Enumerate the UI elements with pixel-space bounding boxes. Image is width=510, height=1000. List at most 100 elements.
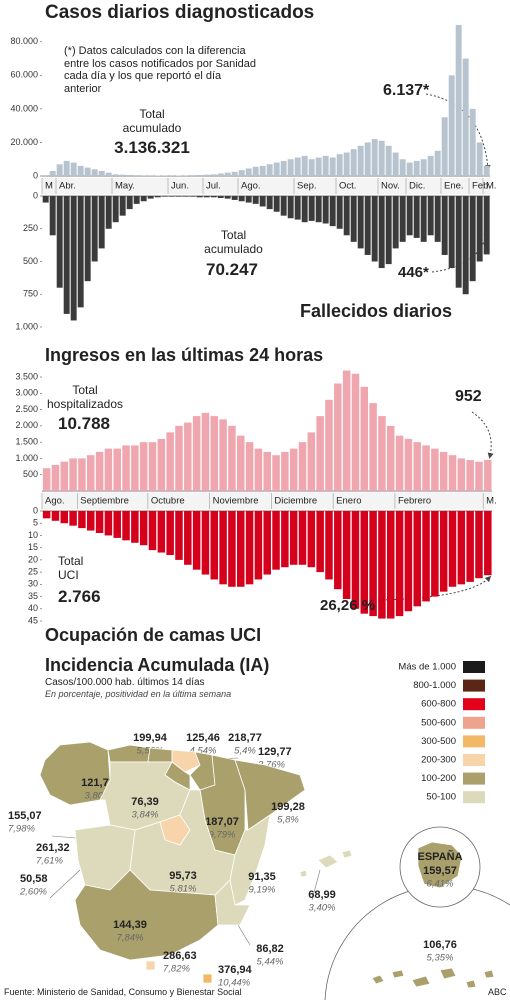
- bar: [351, 373, 360, 491]
- bar: [289, 448, 298, 491]
- bar: [192, 511, 201, 570]
- chart-title: Fallecidos diarios: [300, 301, 453, 321]
- bar: [392, 196, 399, 249]
- region-positivity: 5,4%: [234, 746, 256, 757]
- bar: [84, 167, 91, 176]
- bar: [395, 511, 404, 617]
- bar: [455, 196, 462, 288]
- bar: [147, 196, 154, 199]
- bar: [98, 196, 105, 249]
- bar: [254, 448, 263, 491]
- annotation: (*) Datos calculados con la diferencia e…: [64, 45, 257, 95]
- bar: [42, 196, 49, 203]
- bar: [87, 511, 95, 531]
- bar: [252, 196, 259, 204]
- bar: [104, 511, 113, 536]
- y-tick-label: 10: [28, 530, 38, 540]
- region-value: 86,82: [256, 943, 284, 955]
- region-shape: [229, 814, 271, 906]
- bar: [399, 196, 406, 242]
- bar: [42, 175, 49, 176]
- bar: [413, 160, 420, 176]
- x-tick-label: M.: [486, 496, 497, 507]
- bar: [462, 58, 469, 176]
- bar: [483, 196, 490, 255]
- bar: [336, 154, 343, 176]
- annotation: 3.136.321: [114, 138, 190, 157]
- bar: [336, 196, 343, 229]
- region-shape: [317, 854, 339, 869]
- bar: [316, 416, 324, 491]
- bar: [322, 155, 329, 176]
- bar: [307, 432, 316, 491]
- bar: [457, 458, 466, 491]
- region-positivity: 5,35%: [427, 953, 454, 964]
- bar: [334, 511, 342, 590]
- bar: [131, 511, 139, 543]
- bar: [182, 196, 189, 197]
- bar: [364, 196, 371, 255]
- bar: [113, 511, 121, 538]
- month-strip: [42, 493, 492, 509]
- bar: [448, 455, 457, 491]
- region-positivity: 3,84%: [132, 810, 159, 821]
- annotation: 446*: [398, 264, 429, 281]
- region-shape: [299, 869, 308, 878]
- bar: [263, 511, 271, 575]
- bar: [289, 511, 298, 565]
- annotation-arrow: [471, 411, 494, 459]
- annotation: 26,26 %: [320, 597, 376, 614]
- region-value: 121,73: [81, 777, 115, 789]
- legend-label: 200-300: [421, 755, 456, 766]
- y-tick-label: 750: [23, 289, 38, 299]
- bar: [217, 196, 224, 198]
- bar: [78, 511, 86, 529]
- bar: [266, 196, 273, 210]
- bar: [157, 511, 166, 553]
- bar: [224, 196, 231, 199]
- bar: [441, 196, 448, 255]
- x-tick-label: Nov.: [381, 181, 400, 192]
- bar: [95, 511, 104, 533]
- region-positivity: 5,44%: [257, 957, 284, 968]
- bar: [203, 174, 210, 176]
- bar: [307, 511, 316, 568]
- y-tick-label: 40.000: [10, 103, 38, 113]
- bar: [455, 25, 462, 176]
- bar: [281, 451, 289, 491]
- x-tick-label: Ene.: [444, 181, 464, 192]
- bar: [378, 511, 386, 619]
- bar: [448, 196, 455, 269]
- x-tick-label: Ago.: [241, 181, 261, 192]
- region-shape: [371, 974, 385, 985]
- bar: [422, 511, 430, 602]
- y-tick-label: 1.500: [15, 437, 38, 447]
- y-tick-label: 3.500: [15, 371, 38, 381]
- bar: [439, 511, 448, 592]
- bar: [238, 170, 245, 176]
- legend-label: 500-600: [421, 717, 456, 728]
- bar: [457, 511, 466, 585]
- bar: [469, 196, 476, 282]
- bar: [315, 196, 322, 223]
- bar: [140, 196, 147, 202]
- region-shape: [234, 759, 306, 831]
- bar: [475, 511, 483, 579]
- x-tick-label: M: [45, 181, 53, 192]
- x-tick-label: Noviembre: [213, 496, 259, 507]
- region-name: ESPAÑA: [417, 850, 462, 863]
- region-positivity: 3,40%: [309, 903, 336, 914]
- region-positivity: 5,8%: [277, 815, 299, 826]
- bar: [87, 455, 95, 491]
- bar: [350, 196, 357, 242]
- bar: [148, 511, 157, 551]
- bar: [60, 461, 69, 491]
- bar: [201, 511, 210, 575]
- inset-frame: [324, 885, 510, 1000]
- bar: [476, 196, 483, 262]
- legend-label: 300-500: [421, 736, 456, 747]
- y-tick-label: 20: [28, 554, 38, 564]
- bar: [119, 174, 126, 176]
- y-tick-label: 45: [28, 615, 38, 625]
